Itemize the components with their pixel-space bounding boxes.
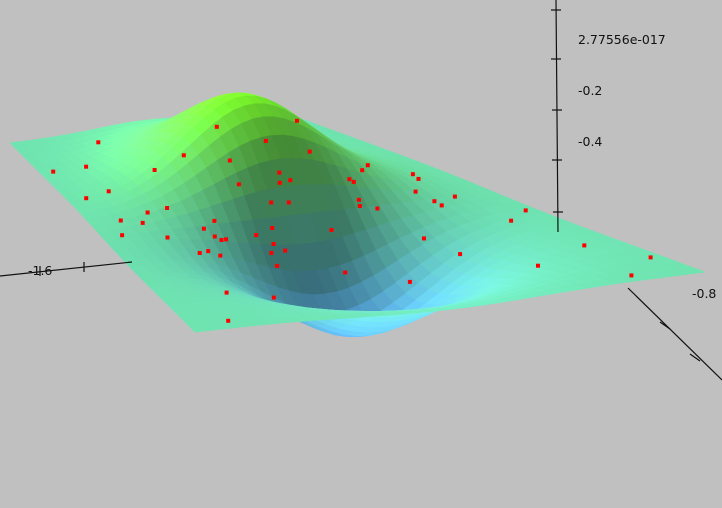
scatter-point [283,249,287,253]
y-tick-label: -1.6 [28,263,52,278]
scatter-point [206,249,210,253]
scatter-point [202,227,206,231]
scatter-point [295,119,299,123]
scatter-point [215,125,219,129]
scatter-point [509,219,513,223]
z-tick-label: -0.2 [578,83,602,98]
surface-plot [10,93,705,337]
scatter-point [330,228,334,232]
scatter-point [288,178,292,182]
scatter-point [107,189,111,193]
scatter-point [287,200,291,204]
scatter-point [119,219,123,223]
scatter-point [212,219,216,223]
scatter-point [440,203,444,207]
scatter-point [432,199,436,203]
y-axis-line [0,262,132,276]
z-tick-label: -0.4 [578,134,602,149]
scatter-point [269,201,273,205]
x-tick [660,322,670,329]
scatter-point [417,177,421,181]
scatter-point [453,195,457,199]
scatter-point [84,196,88,200]
scatter-point [254,233,258,237]
scatter-point [218,254,222,258]
scatter-point [269,251,273,255]
scatter-point [220,238,224,242]
x-tick-label: -0.8 [692,286,716,301]
scatter-point [166,236,170,240]
scatter-point [96,140,100,144]
scatter-point [228,159,232,163]
scatter-point [649,255,653,259]
z-tick-label: 2.77556e-017 [578,32,666,47]
scatter-point [422,236,426,240]
scatter-point [343,271,347,275]
scatter-point [275,264,279,268]
scatter-point [277,171,281,175]
scatter-point [51,170,55,174]
scatter-point [414,190,418,194]
scatter-point [308,150,312,154]
scatter-point [84,165,88,169]
scatter-point [224,237,228,241]
scatter-point [347,177,351,181]
scatter-point [213,235,217,239]
scatter-point [536,264,540,268]
scatter-point [198,251,202,255]
x-axis-line [628,288,722,380]
scatter-point [272,242,276,246]
scatter-point [264,139,268,143]
scatter-point [182,153,186,157]
scatter-point [358,204,362,208]
scatter-point [153,168,157,172]
scatter-point [375,207,379,211]
scatter-point [237,182,241,186]
scatter-point [352,180,356,184]
scatter-point [524,208,528,212]
scatter-point [146,211,150,215]
scatter-point [225,291,229,295]
z-axis-line [556,0,558,232]
scatter-point [357,198,361,202]
scatter-point [458,252,462,256]
scatter-point [360,168,364,172]
scatter-point [226,319,230,323]
scatter-point [411,172,415,176]
scatter-point [629,273,633,277]
scatter-point [278,181,282,185]
scatter-point [272,296,276,300]
scatter-point [141,221,145,225]
scatter-point [408,280,412,284]
scatter-point [120,233,124,237]
scatter-point [165,206,169,210]
scatter-point [366,163,370,167]
scatter-point [582,243,586,247]
scatter-point [270,226,274,230]
